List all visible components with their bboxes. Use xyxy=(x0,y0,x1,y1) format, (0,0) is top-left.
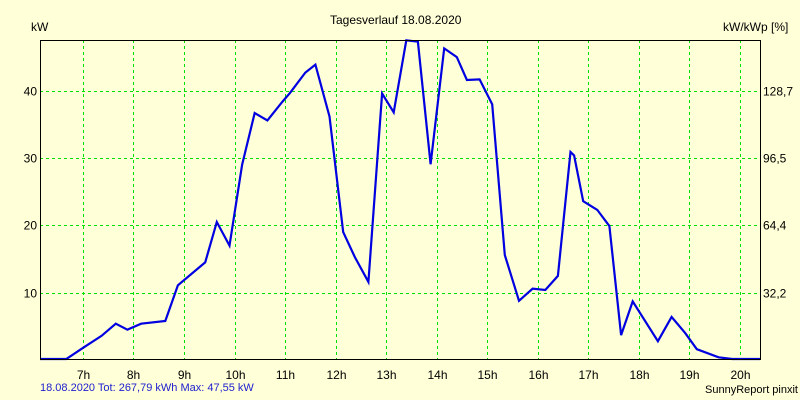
y-left-tick-label: 40 xyxy=(24,85,38,99)
y-right-tick-label: 64,4 xyxy=(763,219,787,233)
x-tick-label: 9h xyxy=(178,368,191,382)
x-tick-label: 20h xyxy=(730,368,750,382)
x-tick-label: 15h xyxy=(477,368,497,382)
y-right-tick-label: 96,5 xyxy=(763,152,787,166)
x-tick-label: 16h xyxy=(528,368,548,382)
x-tick-label: 13h xyxy=(376,368,396,382)
y-right-tick-label: 32,2 xyxy=(763,287,787,301)
y-axis-right-unit: kW/kWp [%] xyxy=(723,20,789,34)
grid-lines xyxy=(40,40,760,360)
x-tick-label: 7h xyxy=(77,368,90,382)
x-tick-label: 14h xyxy=(427,368,447,382)
x-tick-label: 12h xyxy=(326,368,346,382)
x-tick-label: 10h xyxy=(225,368,245,382)
chart-title: Tagesverlauf 18.08.2020 xyxy=(330,13,462,27)
plot-frame xyxy=(40,40,761,360)
y-axis-left-unit: kW xyxy=(31,20,49,34)
x-tick-label: 11h xyxy=(276,368,295,382)
y-left-tick-label: 20 xyxy=(24,219,38,233)
x-tick-label: 17h xyxy=(578,368,598,382)
axis-tick-labels: 7h 8h 9h 10h 11h 12h 13h 14h 15h 16h 17h 18h 19h 20h 1… xyxy=(24,85,794,383)
y-right-tick-label: 128,7 xyxy=(763,85,793,99)
y-left-tick-label: 30 xyxy=(24,152,38,166)
daily-summary: 18.08.2020 Tot: 267,79 kWh Max: 47,55 kW xyxy=(40,382,254,394)
brand-label: SunnyReport pinxit xyxy=(705,384,798,396)
x-tick-label: 19h xyxy=(679,368,699,382)
power-line-series xyxy=(40,39,760,361)
x-tick-label: 18h xyxy=(629,368,649,382)
x-tick-label: 8h xyxy=(127,368,140,382)
y-left-tick-label: 10 xyxy=(24,287,38,301)
